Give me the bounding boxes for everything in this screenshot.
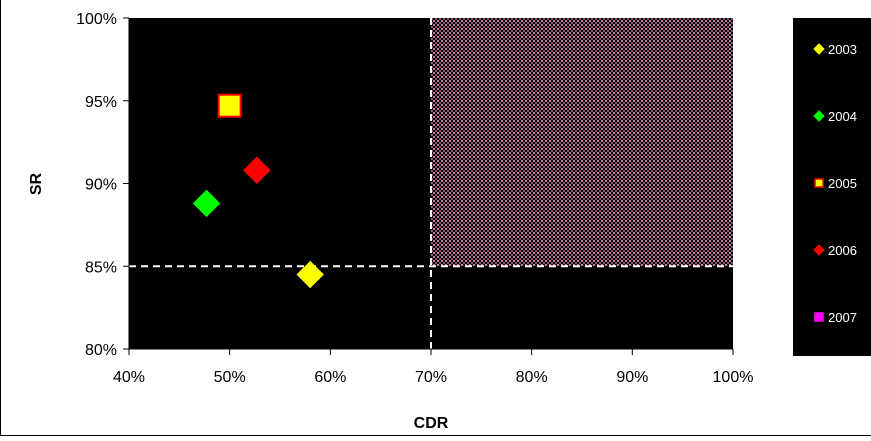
x-tick-label: 40% <box>113 369 145 386</box>
y-tick-label: 85% <box>85 259 117 276</box>
legend-label-2004: 2004 <box>828 109 857 124</box>
legend-marker-2003 <box>813 43 825 55</box>
data-point-2003 <box>296 260 324 289</box>
data-point-2004 <box>192 189 221 218</box>
x-tick-label: 80% <box>516 369 548 386</box>
x-tick-label: 60% <box>314 369 346 386</box>
legend-label-2003: 2003 <box>828 42 857 57</box>
target-region <box>431 18 733 267</box>
legend-label-2007: 2007 <box>828 310 857 325</box>
x-tick-label: 70% <box>415 369 447 386</box>
data-point-2006 <box>243 156 271 184</box>
data-point-2005 <box>217 93 242 118</box>
legend-marker-2006 <box>813 244 825 256</box>
y-axis-title: SR <box>28 172 45 195</box>
y-tick-label: 80% <box>85 342 117 359</box>
x-axis-title: CDR <box>414 415 449 432</box>
y-tick-label: 95% <box>85 94 117 111</box>
legend-box <box>793 18 871 356</box>
legend-marker-2004 <box>813 110 825 122</box>
legend-label-2006: 2006 <box>828 243 857 258</box>
x-tick-label: 100% <box>713 369 754 386</box>
y-tick-label: 100% <box>76 11 117 28</box>
y-tick-label: 90% <box>85 177 117 194</box>
legend-marker-2005 <box>814 178 824 188</box>
legend-label-2005: 2005 <box>828 176 857 191</box>
legend-marker-2007 <box>814 312 824 322</box>
legend: 2003 2004 2005 2006 2007 <box>813 42 857 325</box>
x-tick-label: 50% <box>214 369 246 386</box>
x-tick-label: 90% <box>616 369 648 386</box>
